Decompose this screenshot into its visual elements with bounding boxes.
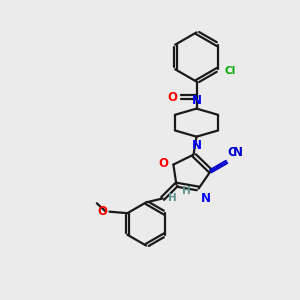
Text: N: N (233, 146, 243, 160)
Text: O: O (159, 157, 169, 169)
Text: O: O (97, 205, 107, 218)
Text: N: N (191, 94, 202, 106)
Text: H: H (168, 194, 177, 203)
Text: Cl: Cl (224, 66, 236, 76)
Text: N: N (191, 139, 202, 152)
Text: O: O (167, 91, 177, 104)
Text: N: N (200, 192, 210, 205)
Text: C: C (227, 146, 236, 160)
Text: H: H (182, 186, 190, 196)
